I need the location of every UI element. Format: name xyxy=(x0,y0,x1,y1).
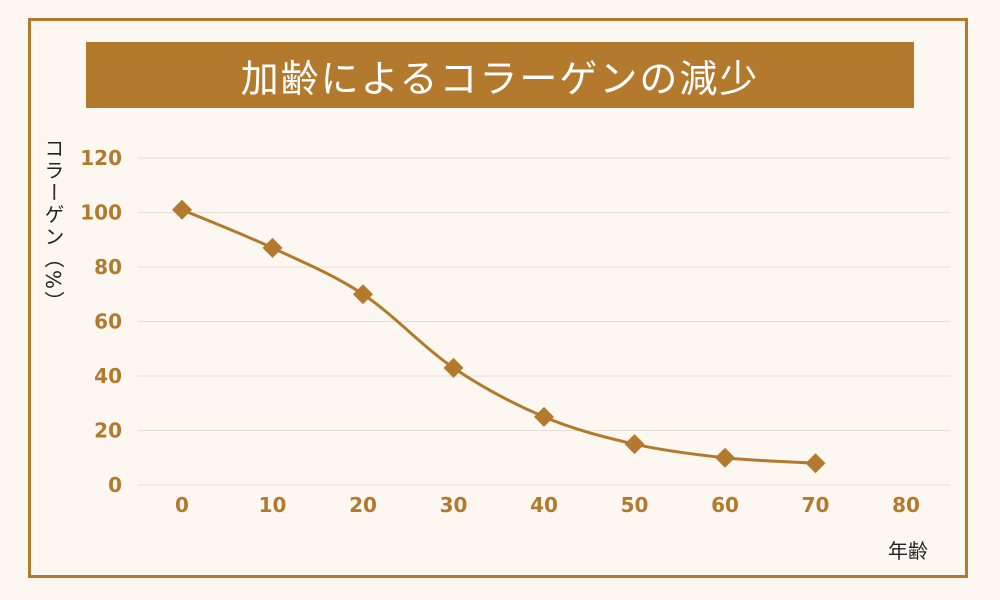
x-tick-label: 40 xyxy=(530,493,558,517)
data-point-40 xyxy=(534,406,554,427)
y-tick-label: 60 xyxy=(94,310,122,334)
x-tick-label: 70 xyxy=(802,493,830,517)
y-tick-label: 20 xyxy=(94,419,122,443)
series-markers xyxy=(172,199,826,474)
y-tick-label: 0 xyxy=(108,473,122,497)
data-point-60 xyxy=(715,447,735,468)
y-tick-labels: 0 20 40 60 80 100 120 xyxy=(80,146,122,497)
x-axis-label: 年齢 xyxy=(888,539,928,563)
x-tick-labels: 0 10 20 30 40 50 60 70 80 xyxy=(175,493,920,517)
chart-title: 加齢によるコラーゲンの減少 xyxy=(240,56,760,101)
x-tick-label: 20 xyxy=(349,493,377,517)
x-tick-label: 0 xyxy=(175,493,189,517)
series-line xyxy=(181,208,816,465)
y-tick-label: 40 xyxy=(94,364,122,388)
y-tick-label: 80 xyxy=(94,255,122,279)
y-tick-label: 120 xyxy=(80,146,122,170)
y-axis-label: コラーゲン（%） xyxy=(41,138,65,314)
y-tick-label: 100 xyxy=(80,201,122,225)
chart-frame xyxy=(28,18,968,578)
title-banner: 加齢によるコラーゲンの減少 xyxy=(86,42,914,108)
x-tick-label: 50 xyxy=(621,493,649,517)
grid-lines xyxy=(138,157,950,486)
data-point-70 xyxy=(805,453,826,474)
x-tick-label: 30 xyxy=(440,493,468,517)
data-point-20 xyxy=(353,284,373,305)
x-tick-label: 80 xyxy=(892,493,920,517)
x-tick-label: 10 xyxy=(259,493,287,517)
x-tick-label: 60 xyxy=(711,493,739,517)
data-point-10 xyxy=(262,237,283,258)
data-point-50 xyxy=(624,434,645,455)
data-point-30 xyxy=(443,357,464,378)
data-point-0 xyxy=(172,199,192,220)
